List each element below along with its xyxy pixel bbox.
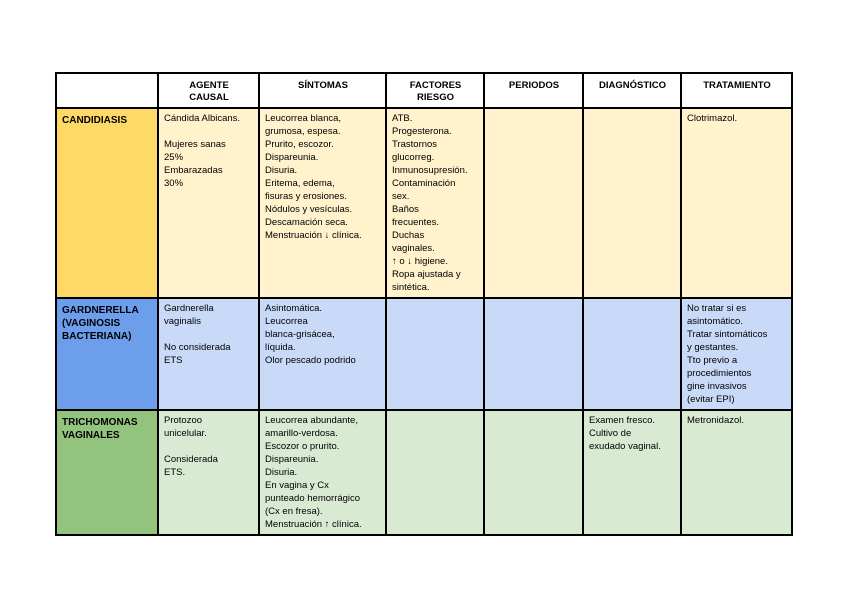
table-row-candidiasis: CANDIDIASIS Cándida Albicans. Mujeres sa… <box>55 107 793 299</box>
row-label-candidiasis: CANDIDIASIS <box>55 107 159 299</box>
table-row-gardnerella: GARDNERELLA (VAGINOSIS BACTERIANA) Gardn… <box>55 297 793 411</box>
cell-trichomonas-sintomas: Leucorrea abundante, amarillo-verdosa. E… <box>258 409 387 536</box>
header-cell-periodos: PERIODOS <box>483 72 584 109</box>
header-row: AGENTE CAUSAL SÍNTOMAS FACTORES RIESGO P… <box>55 72 793 109</box>
cell-trichomonas-factores-riesgo <box>385 409 485 536</box>
cell-gardnerella-tratamiento: No tratar si es asintomático. Tratar sin… <box>680 297 793 411</box>
row-label-trichomonas: TRICHOMONAS VAGINALES <box>55 409 159 536</box>
cell-trichomonas-periodos <box>483 409 584 536</box>
header-cell-factores-riesgo: FACTORES RIESGO <box>385 72 485 109</box>
cell-gardnerella-factores-riesgo <box>385 297 485 411</box>
header-cell-row-label <box>55 72 159 109</box>
cell-gardnerella-agente-causal: Gardnerella vaginalis No considerada ETS <box>157 297 260 411</box>
cell-candidiasis-sintomas: Leucorrea blanca, grumosa, espesa. Pruri… <box>258 107 387 299</box>
cell-candidiasis-agente-causal: Cándida Albicans. Mujeres sanas 25% Emba… <box>157 107 260 299</box>
header-cell-tratamiento: TRATAMIENTO <box>680 72 793 109</box>
header-cell-agente-causal: AGENTE CAUSAL <box>157 72 260 109</box>
cell-candidiasis-periodos <box>483 107 584 299</box>
cell-gardnerella-periodos <box>483 297 584 411</box>
cell-gardnerella-diagnostico <box>582 297 682 411</box>
cell-trichomonas-diagnostico: Examen fresco. Cultivo de exudado vagina… <box>582 409 682 536</box>
cell-candidiasis-tratamiento: Clotrimazol. <box>680 107 793 299</box>
cell-trichomonas-agente-causal: Protozoo unicelular. Considerada ETS. <box>157 409 260 536</box>
cell-gardnerella-sintomas: Asintomática. Leucorrea blanca-grisácea,… <box>258 297 387 411</box>
comparison-table: AGENTE CAUSAL SÍNTOMAS FACTORES RIESGO P… <box>55 72 793 536</box>
cell-trichomonas-tratamiento: Metronidazol. <box>680 409 793 536</box>
header-cell-sintomas: SÍNTOMAS <box>258 72 387 109</box>
header-cell-diagnostico: DIAGNÓSTICO <box>582 72 682 109</box>
cell-candidiasis-diagnostico <box>582 107 682 299</box>
cell-candidiasis-factores-riesgo: ATB. Progesterona. Trastornos glucorreg.… <box>385 107 485 299</box>
row-label-gardnerella: GARDNERELLA (VAGINOSIS BACTERIANA) <box>55 297 159 411</box>
table-row-trichomonas: TRICHOMONAS VAGINALES Protozoo unicelula… <box>55 409 793 536</box>
